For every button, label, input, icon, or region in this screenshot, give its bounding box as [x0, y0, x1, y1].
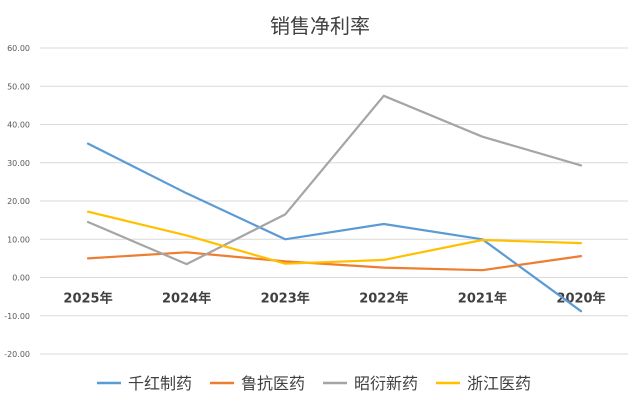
series-lines — [86, 94, 583, 313]
legend-label: 浙江医药 — [467, 374, 531, 393]
x-axis-tick-labels: 2025年 2024年 2023年 2022年 2021年 2020年 — [63, 291, 605, 307]
legend-label: 鲁抗医药 — [241, 374, 305, 393]
x-tick-label: 2021年 — [458, 291, 507, 307]
y-tick-label: 40.00 — [7, 121, 30, 130]
legend-item: 浙江医药 — [436, 374, 531, 393]
legend-label: 千红制药 — [128, 374, 192, 393]
x-tick-label: 2022年 — [359, 291, 408, 307]
y-tick-label: 60.00 — [7, 44, 30, 53]
chart-title: 销售净利率 — [270, 14, 370, 38]
y-tick-label: 20.00 — [7, 197, 30, 206]
x-tick-label: 2023年 — [261, 291, 310, 307]
x-tick-label: 2024年 — [162, 291, 211, 307]
y-tick-label: 50.00 — [7, 82, 30, 91]
y-tick-label: -10.00 — [4, 312, 30, 321]
legend-item: 昭衍新药 — [323, 374, 418, 393]
legend-item: 鲁抗医药 — [210, 374, 305, 393]
series-line-2 — [86, 94, 583, 266]
series-line-3 — [86, 210, 583, 265]
legend-item: 千红制药 — [97, 374, 192, 393]
y-tick-label: 10.00 — [7, 235, 30, 244]
y-tick-label: -20.00 — [4, 350, 30, 359]
legend-label: 昭衍新药 — [354, 374, 418, 393]
series-line-0 — [86, 142, 583, 313]
y-axis-tick-labels: -20.00 -10.00 0.00 10.00 20.00 30.00 40.00 50.0… — [4, 44, 30, 359]
y-tick-label: 0.00 — [12, 274, 30, 283]
series-line-1 — [86, 251, 583, 272]
y-tick-label: 30.00 — [7, 159, 30, 168]
gridlines — [40, 47, 628, 355]
legend: 千红制药 鲁抗医药 昭衍新药 浙江医药 — [97, 374, 531, 393]
x-tick-label: 2025年 — [63, 291, 112, 307]
